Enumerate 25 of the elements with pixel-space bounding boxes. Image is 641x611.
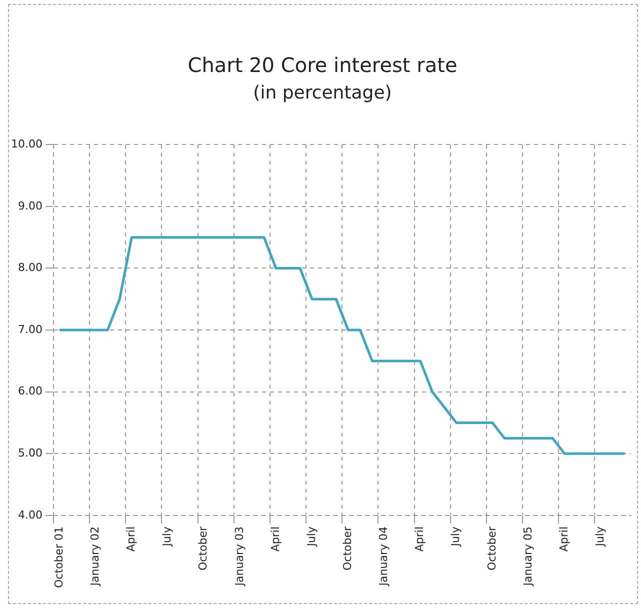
x-tick-label: April [124,526,138,552]
x-tick-label: October [196,526,210,571]
x-tick-label: April [413,526,426,552]
y-tick-label: 7.00 [18,322,42,336]
chart-title: Chart 20 Core interest rate [188,53,458,78]
y-tick-label: 10.00 [10,137,42,150]
x-tick-label: July [594,526,607,548]
x-tick-label: July [449,526,462,548]
x-tick-label: January 02 [88,526,102,587]
y-tick-label: 9.00 [18,199,42,212]
x-tick-label: April [268,526,282,552]
chart-subtitle: (in percentage) [253,82,392,104]
x-tick-label: January 05 [521,526,534,587]
y-tick-label: 8.00 [18,261,42,274]
x-tick-label: April [557,526,570,552]
y-tick-label: 5.00 [18,446,42,460]
x-tick-label: October [341,526,354,571]
x-tick-label: October 01 [52,526,66,588]
y-tick-label: 4.00 [18,508,42,522]
x-tick-label: January 03 [232,526,246,587]
x-tick-label: July [160,526,174,548]
x-tick-label: January 04 [377,526,390,587]
x-tick-label: October [485,526,498,571]
x-tick-label: July [304,526,318,548]
y-tick-label: 6.00 [18,384,42,398]
